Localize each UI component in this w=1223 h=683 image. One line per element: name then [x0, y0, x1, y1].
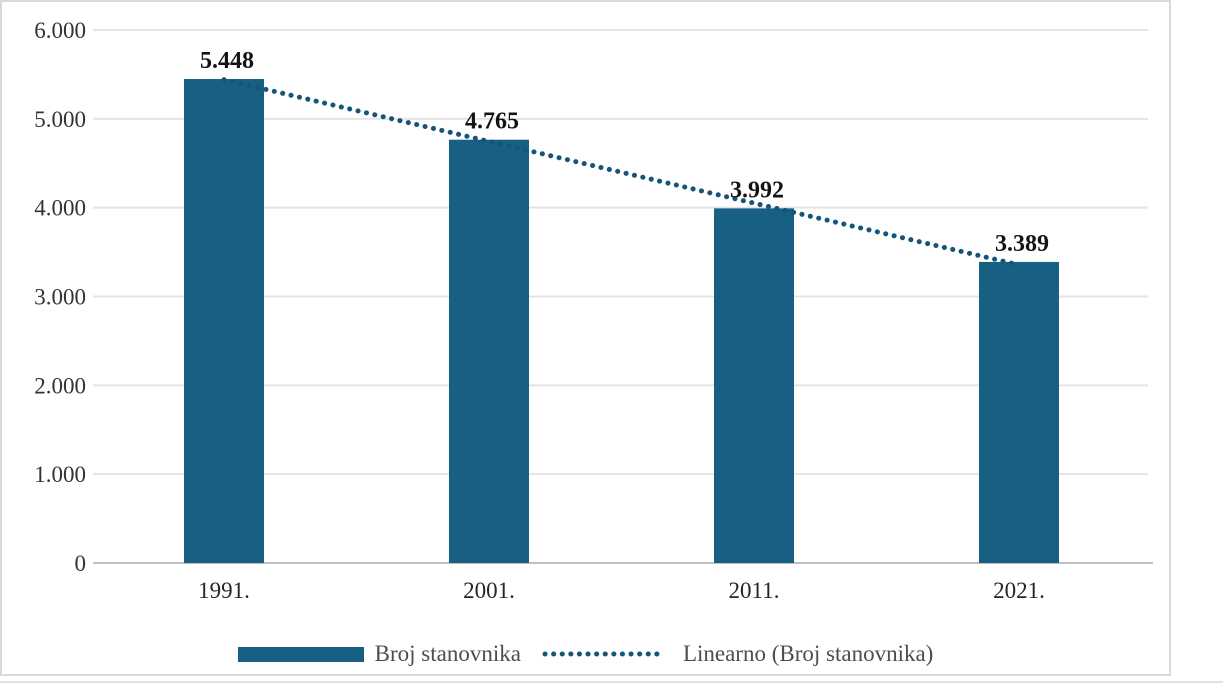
x-axis-category-label: 2011.	[729, 578, 780, 603]
population-bar-chart: 6.000 5.000 4.000 3.000 2.000 1.000 0 5.448 4.76…	[0, 0, 1171, 676]
y-axis-tick-label: 4.000	[34, 196, 86, 221]
x-axis-category-label: 2021.	[993, 578, 1045, 603]
y-axis-tick-label: 3.000	[34, 285, 86, 310]
y-axis-tick-label: 2.000	[34, 373, 86, 398]
bar-value-label: 4.765	[465, 109, 519, 135]
legend-trendline-label: Linearno (Broj stanovnika)	[682, 641, 934, 666]
x-axis-category-label: 1991.	[198, 578, 250, 603]
bar	[714, 208, 794, 564]
bar	[979, 261, 1059, 563]
bar	[184, 79, 264, 563]
bar-value-label: 3.389	[995, 231, 1049, 257]
legend-series-label: Broj stanovnika	[374, 641, 521, 666]
legend-trendline-swatch	[542, 651, 668, 657]
plot-area: 6.000 5.000 4.000 3.000 2.000 1.000 0 5.448 4.76…	[34, 18, 1153, 603]
y-axis-tick-label: 6.000	[34, 18, 86, 43]
screenshot-bottom-edge	[0, 681, 1223, 683]
y-axis-tick-label: 0	[75, 551, 87, 576]
chart-legend: Broj stanovnika Linearno (Broj stanovnik…	[2, 639, 1169, 669]
bar	[449, 139, 529, 563]
trendline	[221, 77, 1022, 268]
bar-value-label: 5.448	[200, 48, 254, 74]
y-axis-tick-label: 1.000	[34, 462, 86, 487]
x-axis-category-label: 2001.	[463, 578, 515, 603]
legend-bar-swatch	[237, 646, 364, 662]
bar-value-label: 3.992	[730, 177, 784, 203]
y-axis-tick-label: 5.000	[34, 107, 86, 132]
